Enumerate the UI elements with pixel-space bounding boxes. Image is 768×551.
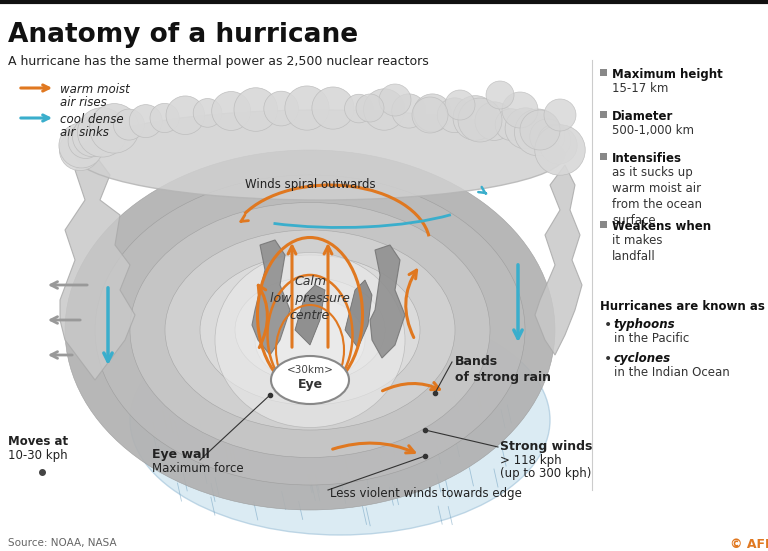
Ellipse shape: [165, 230, 455, 430]
Text: in the Indian Ocean: in the Indian Ocean: [614, 366, 730, 379]
Text: 500-1,000 km: 500-1,000 km: [612, 124, 694, 137]
Circle shape: [129, 105, 162, 138]
Text: Less violent winds towards edge: Less violent winds towards edge: [330, 487, 522, 500]
Circle shape: [212, 91, 250, 131]
Text: Eye: Eye: [297, 378, 323, 391]
Ellipse shape: [271, 356, 349, 404]
FancyBboxPatch shape: [600, 69, 607, 76]
Text: air rises: air rises: [60, 96, 107, 109]
Circle shape: [379, 84, 411, 116]
Ellipse shape: [200, 255, 420, 405]
Text: as it sucks up
warm moist air
from the ocean
surface: as it sucks up warm moist air from the o…: [612, 166, 702, 227]
Text: Hurricanes are known as: Hurricanes are known as: [600, 300, 765, 313]
Circle shape: [495, 109, 527, 141]
Circle shape: [520, 110, 560, 150]
Circle shape: [194, 99, 222, 127]
Circle shape: [78, 107, 127, 157]
Text: © AFP: © AFP: [730, 538, 768, 551]
Text: (up to 300 kph): (up to 300 kph): [500, 467, 591, 480]
Circle shape: [59, 129, 101, 171]
Circle shape: [285, 86, 329, 130]
Circle shape: [363, 89, 405, 130]
Circle shape: [392, 94, 426, 128]
Polygon shape: [295, 285, 325, 345]
Circle shape: [453, 96, 498, 141]
Text: in the Pacific: in the Pacific: [614, 332, 689, 345]
Text: Calm
low pressure
centre: Calm low pressure centre: [270, 275, 350, 322]
Text: Bands
of strong rain: Bands of strong rain: [455, 355, 551, 384]
Text: warm moist: warm moist: [60, 83, 130, 96]
Polygon shape: [370, 245, 405, 358]
Circle shape: [540, 127, 578, 164]
Text: Eye wall: Eye wall: [152, 448, 210, 461]
Circle shape: [234, 88, 277, 131]
Ellipse shape: [95, 175, 525, 485]
Text: it makes
landfall: it makes landfall: [612, 234, 663, 263]
Ellipse shape: [130, 305, 550, 535]
Circle shape: [114, 109, 144, 140]
Text: A hurricane has the same thermal power as 2,500 nuclear reactors: A hurricane has the same thermal power a…: [8, 55, 429, 68]
Text: Source: NOAA, NASA: Source: NOAA, NASA: [8, 538, 117, 548]
Circle shape: [515, 109, 561, 156]
Circle shape: [505, 108, 546, 149]
Circle shape: [530, 119, 565, 154]
FancyBboxPatch shape: [600, 153, 607, 160]
Circle shape: [535, 125, 585, 175]
Polygon shape: [535, 165, 582, 355]
Text: cyclones: cyclones: [614, 352, 671, 365]
Text: 15-17 km: 15-17 km: [612, 82, 668, 95]
Text: Moves at: Moves at: [8, 435, 68, 448]
Ellipse shape: [255, 298, 365, 382]
FancyBboxPatch shape: [600, 111, 607, 118]
Text: air sinks: air sinks: [60, 126, 109, 139]
Circle shape: [486, 81, 514, 109]
Circle shape: [72, 116, 113, 156]
Circle shape: [437, 98, 472, 133]
Circle shape: [412, 97, 448, 133]
Circle shape: [59, 123, 104, 168]
Circle shape: [90, 104, 139, 153]
Text: Diameter: Diameter: [612, 110, 674, 123]
FancyBboxPatch shape: [600, 221, 607, 228]
Circle shape: [538, 125, 571, 158]
Circle shape: [345, 94, 373, 123]
Circle shape: [312, 87, 354, 129]
Ellipse shape: [130, 203, 490, 457]
Text: typhoons: typhoons: [614, 318, 676, 331]
Text: •: •: [604, 352, 612, 366]
Polygon shape: [252, 240, 290, 355]
Text: 10-30 kph: 10-30 kph: [8, 449, 68, 462]
Text: Anatomy of a hurricane: Anatomy of a hurricane: [8, 22, 358, 48]
Text: Intensifies: Intensifies: [612, 152, 682, 165]
Ellipse shape: [75, 110, 565, 200]
Text: Winds spiral outwards: Winds spiral outwards: [245, 178, 376, 191]
Circle shape: [356, 94, 384, 122]
Text: <30km>: <30km>: [286, 365, 333, 375]
Circle shape: [166, 96, 204, 134]
Ellipse shape: [235, 278, 385, 382]
Text: cool dense: cool dense: [60, 113, 124, 126]
Ellipse shape: [65, 150, 555, 510]
Circle shape: [544, 99, 576, 131]
Polygon shape: [60, 155, 135, 380]
Circle shape: [413, 94, 452, 132]
Circle shape: [502, 92, 538, 128]
Text: •: •: [604, 318, 612, 332]
Text: > 118 kph: > 118 kph: [500, 454, 561, 467]
Circle shape: [68, 123, 103, 159]
Circle shape: [264, 91, 299, 126]
Ellipse shape: [215, 252, 405, 428]
Text: Strong winds: Strong winds: [500, 440, 592, 453]
Text: Maximum force: Maximum force: [152, 462, 243, 475]
Circle shape: [150, 104, 179, 133]
Polygon shape: [345, 280, 372, 348]
Text: Maximum height: Maximum height: [612, 68, 723, 81]
Circle shape: [458, 98, 502, 142]
Text: Weakens when: Weakens when: [612, 220, 711, 233]
Circle shape: [445, 90, 475, 120]
Circle shape: [475, 102, 514, 141]
